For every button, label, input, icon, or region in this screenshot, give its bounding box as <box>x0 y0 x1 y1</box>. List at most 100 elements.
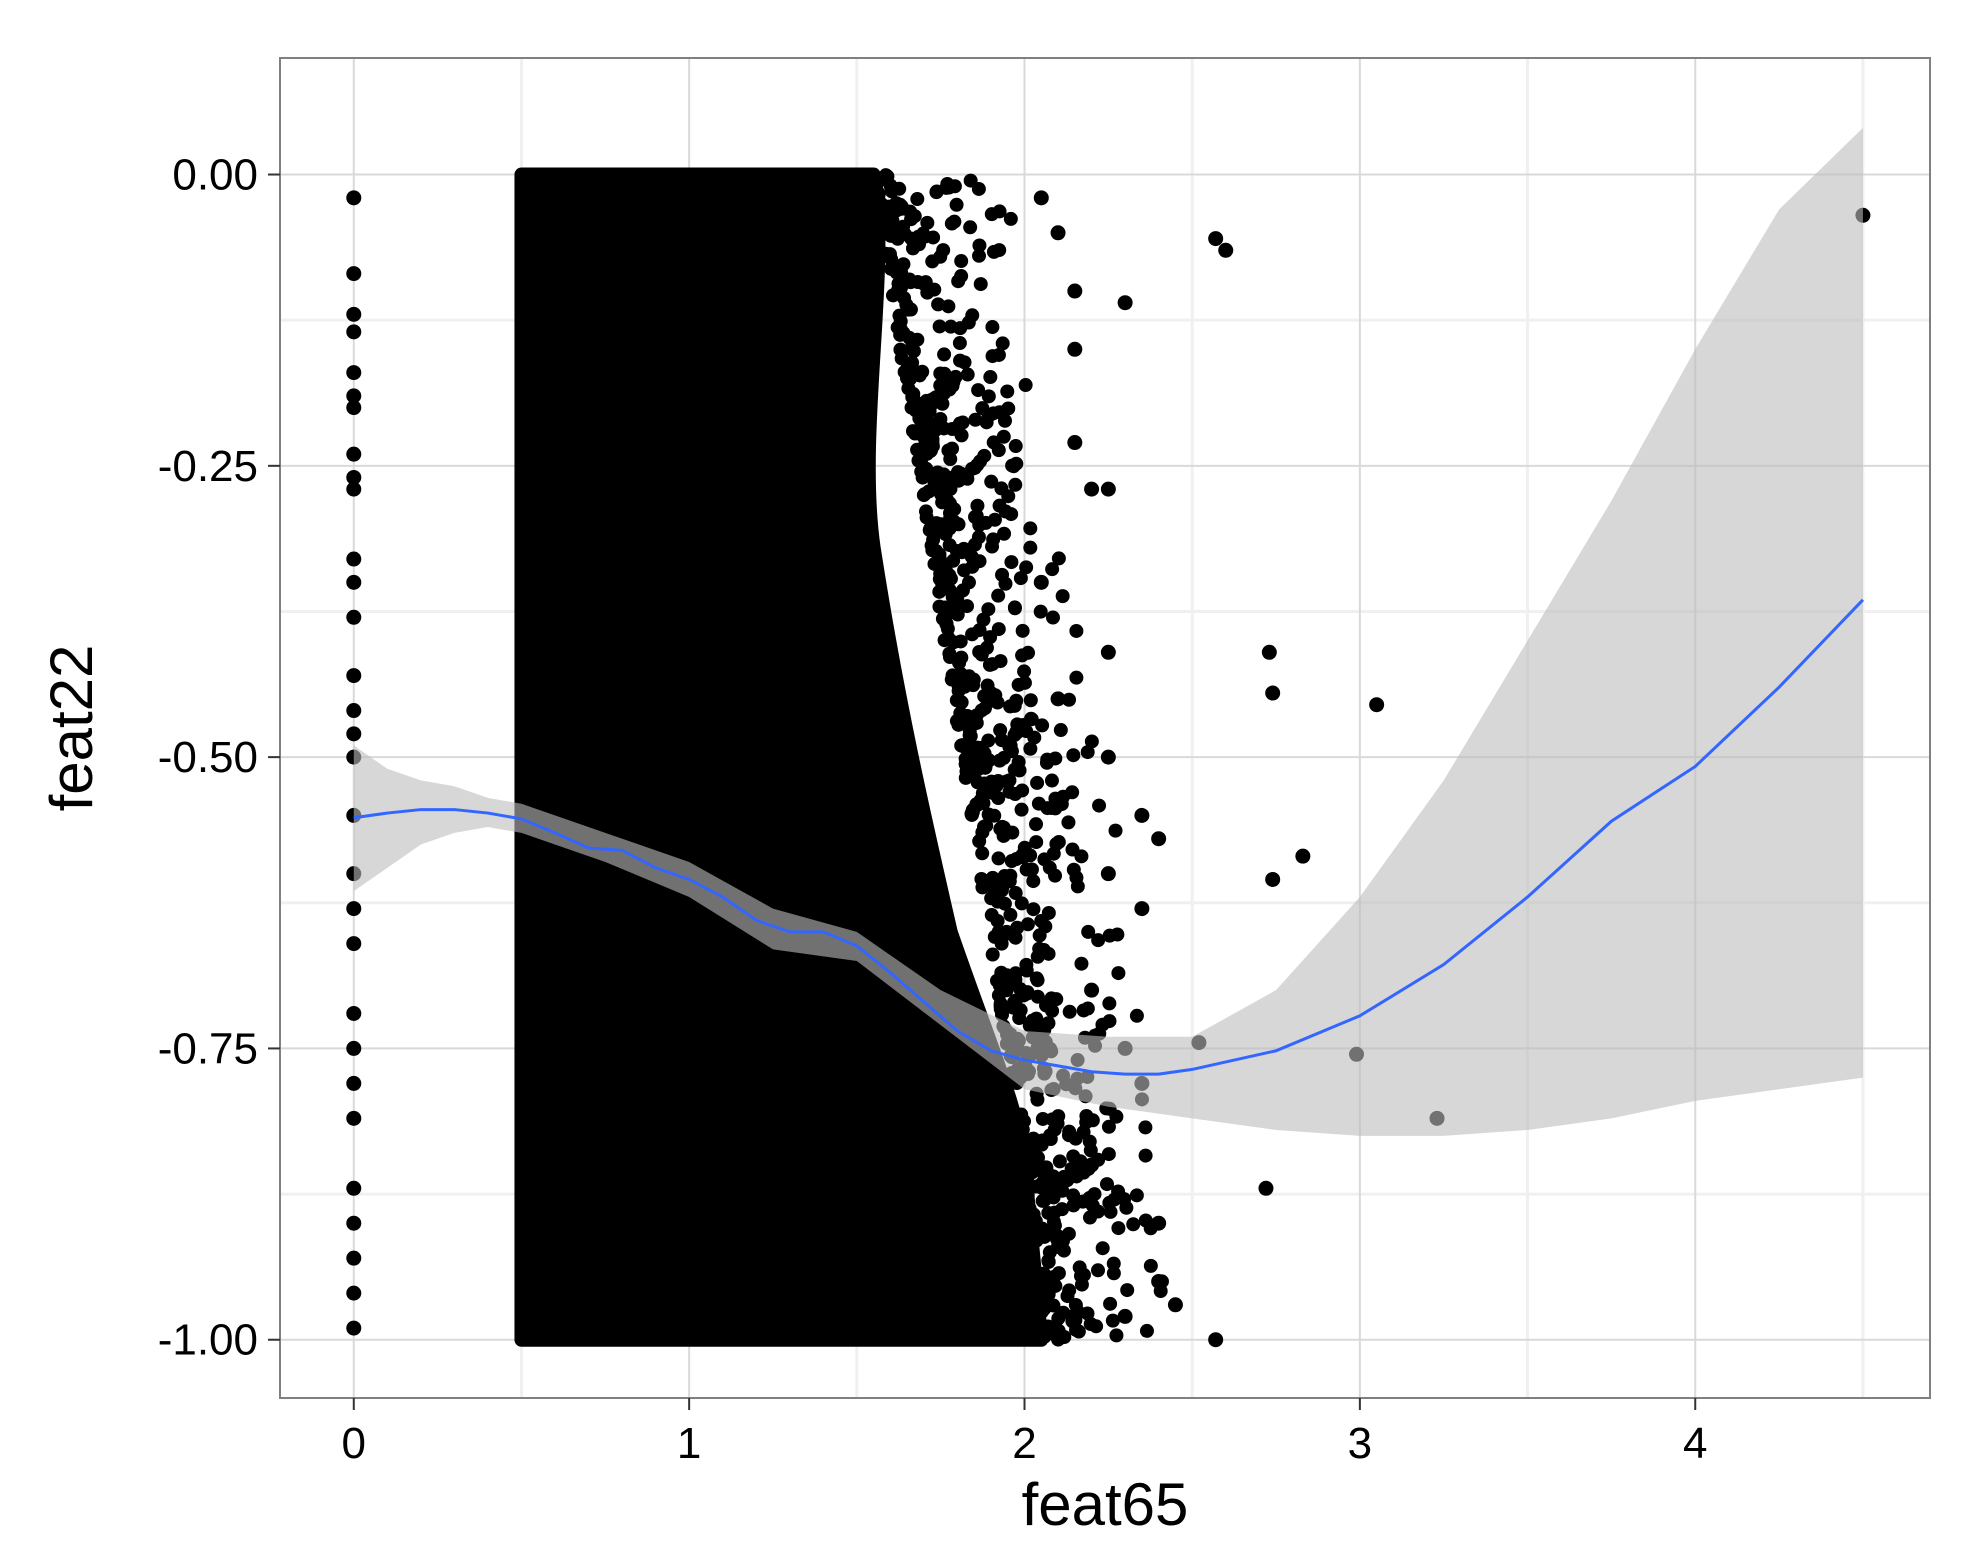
scatter-point <box>1208 1332 1224 1348</box>
scatter-point <box>970 498 985 513</box>
scatter-point <box>907 209 922 224</box>
scatter-point <box>937 633 952 648</box>
scatter-point <box>972 238 987 253</box>
scatter-point <box>1033 574 1049 590</box>
scatter-point <box>1051 835 1066 850</box>
scatter-point <box>346 609 362 625</box>
scatter-point <box>987 808 1002 823</box>
scatter-point <box>897 291 912 306</box>
scatter-point <box>1045 1003 1060 1018</box>
scatter-point <box>993 999 1008 1014</box>
scatter-point <box>1083 1316 1098 1331</box>
scatter-point <box>998 576 1013 591</box>
scatter-point <box>945 589 960 604</box>
scatter-point <box>981 602 996 617</box>
scatter-point <box>1052 1154 1067 1169</box>
scatter-point <box>894 351 909 366</box>
scatter-point <box>972 248 987 263</box>
scatter-point <box>893 322 908 337</box>
x-tick-label: 3 <box>1348 1419 1372 1468</box>
scatter-point <box>346 1250 362 1266</box>
scatter-point <box>1265 871 1281 887</box>
scatter-point <box>1055 1202 1070 1217</box>
scatter-point <box>346 551 362 567</box>
scatter-point <box>1013 571 1028 586</box>
scatter-point <box>910 442 925 457</box>
scatter-point <box>1069 623 1084 638</box>
scatter-point <box>986 244 1001 259</box>
scatter-point <box>346 306 362 322</box>
scatter-point <box>1129 1008 1144 1023</box>
scatter-point <box>1003 907 1018 922</box>
scatter-point <box>927 391 942 406</box>
scatter-point <box>1000 384 1015 399</box>
scatter-point <box>1019 957 1034 972</box>
scatter-point <box>962 728 977 743</box>
scatter-point <box>1080 1001 1095 1016</box>
scatter-point <box>1014 896 1029 911</box>
scatter-point <box>946 514 961 529</box>
scatter-point <box>876 204 891 219</box>
scatter-point <box>1167 1297 1183 1313</box>
scatter-point <box>1033 604 1048 619</box>
scatter-point <box>1069 670 1084 685</box>
scatter-point <box>942 496 957 511</box>
scatter-point <box>931 297 946 312</box>
scatter-point <box>996 750 1011 765</box>
scatter-point <box>897 227 912 242</box>
scatter-point <box>968 412 983 427</box>
scatter-point <box>974 871 989 886</box>
scatter-point <box>905 390 920 405</box>
scatter-point <box>883 228 898 243</box>
scatter-point <box>1070 879 1085 894</box>
scatter-point <box>1134 901 1150 917</box>
scatter-point <box>346 1040 362 1056</box>
scatter-point <box>1044 991 1059 1006</box>
scatter-point <box>1008 439 1023 454</box>
scatter-point <box>1041 1205 1056 1220</box>
scatter-point <box>1040 752 1055 767</box>
scatter-point <box>1051 1266 1066 1281</box>
scatter-point <box>954 269 969 284</box>
scatter-point <box>955 415 970 430</box>
panel-border <box>279 57 1931 1399</box>
scatter-point <box>346 901 362 917</box>
scatter-point <box>1004 555 1019 570</box>
scatter-point <box>966 678 981 693</box>
scatter-point <box>979 640 994 655</box>
scatter-point <box>1027 1309 1042 1324</box>
scatter-point <box>1045 562 1060 577</box>
scatter-point <box>960 599 975 614</box>
scatter-point <box>963 220 978 235</box>
scatter-point <box>937 366 952 381</box>
scatter-point <box>1026 902 1041 917</box>
scatter-point <box>346 1180 362 1196</box>
scatter-point <box>346 726 362 742</box>
scatter-point <box>973 277 988 292</box>
scatter-point <box>1042 1245 1057 1260</box>
scatter-point <box>996 828 1011 843</box>
scatter-point <box>346 1215 362 1231</box>
scatter-point <box>1080 745 1095 760</box>
scatter-point <box>1050 225 1066 241</box>
scatter-point <box>1108 823 1123 838</box>
scatter-point <box>1103 1296 1118 1311</box>
scatter-point <box>1129 1188 1144 1203</box>
scatter-point <box>938 600 953 615</box>
scatter-point <box>1023 693 1038 708</box>
scatter-point <box>1218 242 1234 258</box>
scatter-point <box>976 612 991 627</box>
scatter-point <box>936 243 951 258</box>
confidence-ribbon <box>353 127 1863 1136</box>
scatter-point <box>1258 1180 1274 1196</box>
scatter-point <box>985 879 1000 894</box>
scatter-point <box>346 574 362 590</box>
scatter-point <box>1049 1323 1064 1338</box>
scatter-point <box>1056 789 1071 804</box>
scatter-point <box>991 851 1006 866</box>
scatter-point <box>346 446 362 462</box>
scatter-point <box>1023 540 1038 555</box>
scatter-point <box>980 678 995 693</box>
scatter-point <box>1102 996 1117 1011</box>
